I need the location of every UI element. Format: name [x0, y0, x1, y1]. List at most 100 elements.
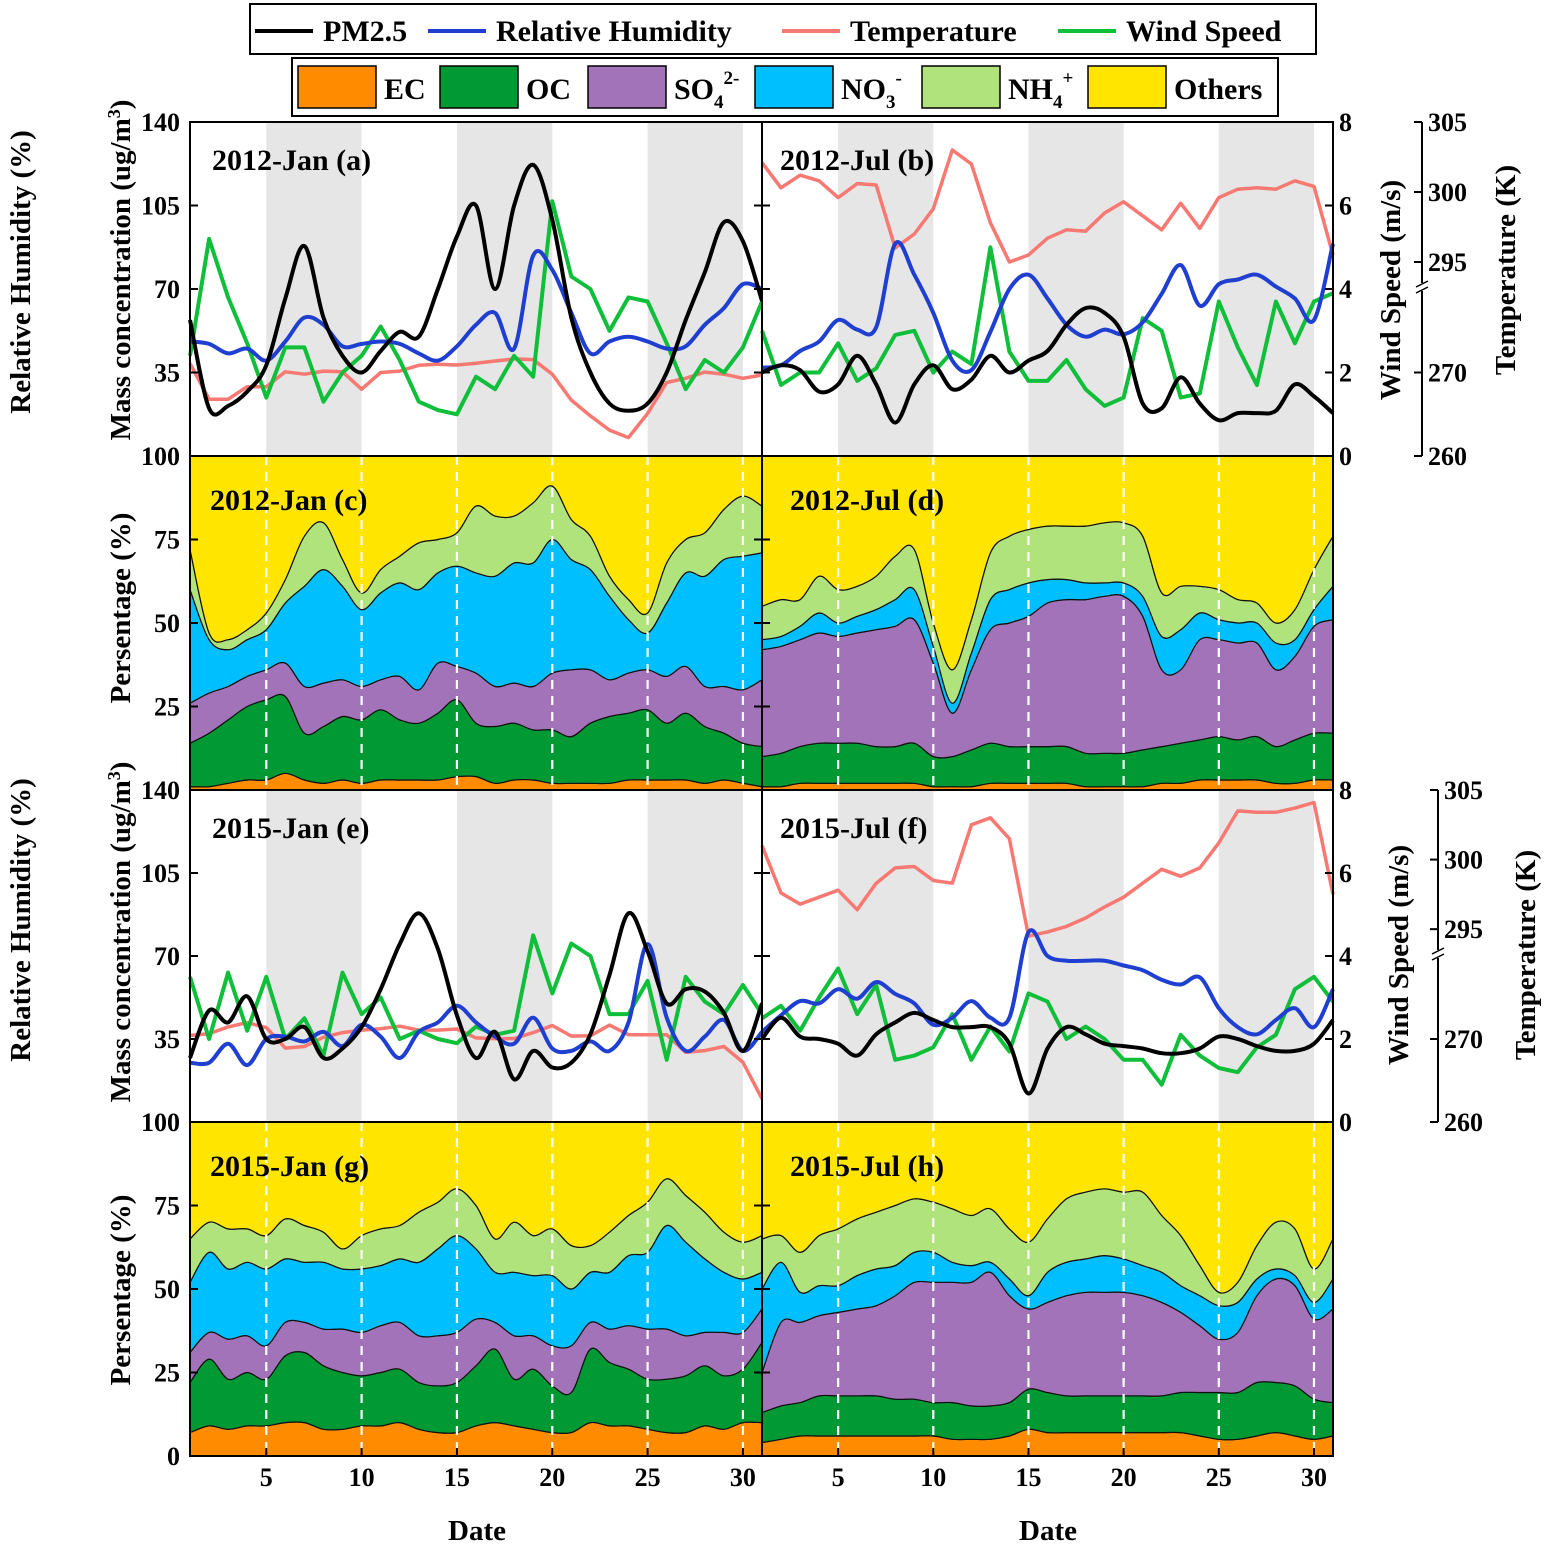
panel-4: 2015-Jan (e) [188, 789, 764, 1123]
weekend-band [1218, 122, 1314, 456]
mass-label-bottom: Mass concentration (ug/m3) [104, 762, 137, 1103]
series-line-pm2-5 [188, 162, 764, 417]
panel-title: 2015-Jul (h) [790, 1150, 944, 1183]
series-line-wind-speed [188, 199, 764, 417]
axis-break [1416, 283, 1428, 291]
series-line-pm2-5 [188, 911, 764, 1082]
x-tick-label: 5 [832, 1463, 845, 1492]
ws-tick-label: 0 [1339, 442, 1352, 471]
ws-tick-label: 6 [1339, 859, 1352, 888]
series-line-pm2-5 [761, 305, 1335, 425]
x-tick-label: 15 [444, 1463, 470, 1492]
panels: 2012-Jan (a) 2012-Jul (b) 2012-Jan (c) 2012… [188, 121, 1335, 1457]
y-tick-label: 35 [154, 1025, 180, 1054]
temp-tick-label: 300 [1428, 178, 1467, 207]
mass-label-top: Mass concentration (ug/m3) [104, 100, 137, 441]
x-tick-label: 10 [349, 1463, 375, 1492]
y-tick-label: 75 [154, 1192, 180, 1221]
ws-tick-label: 2 [1339, 1025, 1352, 1054]
panel-title: 2012-Jan (c) [210, 484, 367, 517]
weekend-band [1028, 790, 1124, 1122]
legend-swatch [921, 65, 1001, 109]
x-tick-label: 5 [260, 1463, 273, 1492]
perc-label-c: Persentage (%) [105, 513, 137, 704]
ws-tick-label: 4 [1339, 275, 1352, 304]
ws-tick-label: 8 [1339, 108, 1352, 137]
x-tick-label: 25 [1206, 1463, 1232, 1492]
legend-label: Temperature [850, 15, 1017, 48]
panel-title: 2012-Jul (d) [790, 484, 944, 517]
x-tick-label: 30 [730, 1463, 756, 1492]
weekend-band [266, 790, 362, 1122]
axis-break-mark [1415, 280, 1429, 288]
panel-title: 2012-Jan (a) [212, 144, 371, 177]
ws-tick-label: 8 [1339, 776, 1352, 805]
temp-tick-label: 260 [1428, 442, 1467, 471]
series-line-temperature [188, 357, 763, 440]
legend-label: OC [526, 73, 571, 106]
ws-label-top: Wind Speed (m/s) [1375, 180, 1407, 400]
weekend-band [456, 790, 553, 1122]
temp-tick-label: 305 [1428, 108, 1467, 137]
ws-tick-label: 4 [1339, 942, 1352, 971]
y-tick-label: 100 [141, 1108, 180, 1137]
legend-label: Wind Speed [1126, 15, 1282, 48]
y-tick-label: 25 [154, 693, 180, 722]
weekend-band [456, 122, 553, 456]
temp-tick-label: 295 [1428, 248, 1467, 277]
axis-break-mark [1431, 953, 1445, 961]
series-line-wind-speed [760, 966, 1335, 1087]
weekend-band [647, 790, 743, 1122]
y-tick-label: 140 [141, 776, 180, 805]
legend-label: NH4+ [1008, 68, 1073, 113]
panel-1: 2012-Jul (b) [760, 121, 1335, 457]
legend-swatch [587, 65, 667, 109]
panel-title: 2012-Jul (b) [780, 144, 934, 177]
series-line-relative-humidity [189, 248, 763, 363]
axis-break-mark [1415, 286, 1429, 294]
panel-6: 2015-Jan (g) [189, 1121, 763, 1457]
panel-5: 2015-Jul (f) [760, 789, 1335, 1123]
legend-label: PM2.5 [323, 15, 407, 48]
temp-tick-label: 270 [1428, 359, 1467, 388]
y-tick-label: 35 [154, 359, 180, 388]
legend-lines: PM2.5 Relative Humidity Temperature Wind Sp… [249, 3, 1317, 55]
panel-title: 2015-Jan (g) [210, 1150, 369, 1183]
perc-label-g: Persentage (%) [105, 1195, 137, 1386]
rh-label-bottom: Relative Humidity (%) [5, 778, 37, 1062]
temp-tick-label: 260 [1444, 1108, 1483, 1137]
date-label-left: Date [448, 1515, 506, 1547]
legend-areas: EC OC SO42- NO3- NH4+ Others [291, 57, 1279, 117]
weekend-band [266, 122, 362, 456]
panel-7: 2015-Jul (h) [761, 1121, 1334, 1457]
y-tick-label: 75 [154, 526, 180, 555]
x-tick-label: 25 [635, 1463, 661, 1492]
y-tick-label: 50 [154, 609, 180, 638]
y-tick-label: 70 [154, 942, 180, 971]
series-line-pm2-5 [760, 1010, 1335, 1096]
series-line-temperature [760, 148, 1335, 264]
y-tick-label: 25 [154, 1359, 180, 1388]
y-tick-label: 105 [141, 192, 180, 221]
date-label-right: Date [1019, 1515, 1077, 1547]
panel-title: 2015-Jul (f) [780, 812, 927, 845]
x-tick-label: 10 [920, 1463, 946, 1492]
y-tick-label: 100 [141, 442, 180, 471]
series-line-relative-humidity [761, 240, 1335, 374]
series-line-temperature [189, 1020, 764, 1100]
y-tick-label: 140 [141, 108, 180, 137]
legend-swatch [754, 65, 834, 109]
series-line-relative-humidity [189, 942, 764, 1068]
weekend-band [838, 790, 934, 1122]
legend-swatch [297, 65, 377, 109]
panel-3: 2012-Jul (d) [761, 455, 1334, 791]
legend-label: SO42- [674, 68, 739, 113]
x-tick-label: 20 [1111, 1463, 1137, 1492]
x-tick-label: 15 [1015, 1463, 1041, 1492]
temp-label-bottom: Temperature (K) [1510, 850, 1542, 1060]
y-tick-label: 70 [154, 275, 180, 304]
axis-break [1432, 950, 1444, 958]
series-line-relative-humidity [760, 928, 1335, 1037]
legend-label: Others [1174, 73, 1262, 106]
